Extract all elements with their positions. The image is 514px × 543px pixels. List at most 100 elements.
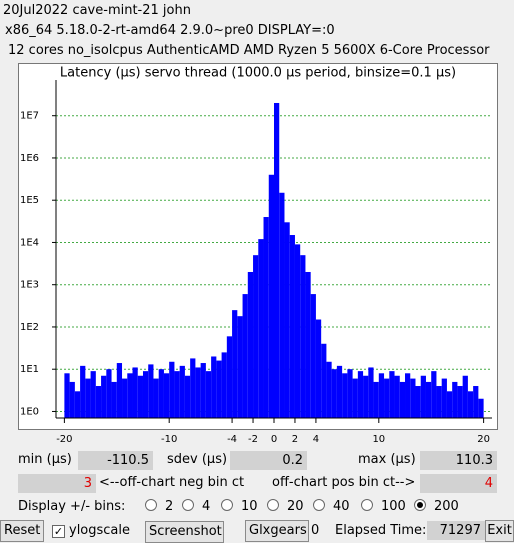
histogram-bar <box>431 371 437 418</box>
header-line: 12 cores no_isolcpus AuthenticAMD AMD Ry… <box>8 43 490 58</box>
histogram-bar <box>441 378 447 418</box>
y-tick-label: 1E5 <box>20 195 39 206</box>
glxgears-button[interactable]: Glxgears <box>245 520 309 542</box>
histogram-bar <box>116 363 123 418</box>
y-tick-label: 1E3 <box>20 280 39 291</box>
histogram-bar <box>137 375 143 418</box>
histogram-bar <box>184 375 191 418</box>
x-tick-label: 20 <box>477 434 490 445</box>
radio-label: 4 <box>202 499 211 514</box>
x-tick-label: 10 <box>372 434 385 445</box>
histogram-bar <box>274 102 280 418</box>
histogram-bar <box>336 365 343 418</box>
histogram-bar <box>163 373 170 418</box>
histogram-bar <box>242 294 248 418</box>
y-tick-label: 1E0 <box>20 406 39 417</box>
histogram-bar <box>158 369 164 418</box>
histogram-bar <box>258 239 264 418</box>
label: Elapsed Time: <box>335 523 427 538</box>
histogram-bar <box>415 386 421 418</box>
y-tick-label: 1E2 <box>20 322 39 333</box>
histogram-bar <box>405 373 411 418</box>
histogram-bar <box>357 371 364 418</box>
radio-circle[interactable] <box>221 499 233 511</box>
histogram-bar <box>69 381 75 418</box>
histogram-bar <box>237 316 243 418</box>
x-tick-label: -4 <box>227 434 237 445</box>
histogram-bar <box>315 319 322 418</box>
bins-radio[interactable]: 100 <box>361 498 406 516</box>
histogram-bar <box>253 255 259 418</box>
bins-radio[interactable]: 20 <box>267 498 304 516</box>
radio-circle[interactable] <box>267 499 279 511</box>
x-tick-label: -2 <box>248 434 258 445</box>
radio-circle[interactable] <box>313 499 325 511</box>
histogram-bar <box>420 375 426 418</box>
histogram-bar <box>473 386 479 418</box>
max-field: 110.3 <box>420 451 497 470</box>
histogram-bar <box>457 386 463 418</box>
histogram-bar <box>410 378 416 418</box>
histogram-bar <box>305 271 311 418</box>
histogram-bar <box>132 367 138 418</box>
radio-circle[interactable] <box>182 499 194 511</box>
histogram-bar <box>399 381 406 418</box>
histogram-bar <box>394 375 400 418</box>
histogram-bar <box>452 381 458 418</box>
screenshot-button[interactable]: Screenshot <box>145 521 224 543</box>
histogram-bar <box>221 352 227 418</box>
bins-radio[interactable]: 200 <box>414 498 459 516</box>
label: <--off-chart neg bin ct <box>99 475 245 490</box>
y-tick-label: 1E4 <box>20 237 39 248</box>
radio-circle[interactable] <box>145 499 157 511</box>
histogram-bar <box>127 373 133 418</box>
x-tick-label: -20 <box>56 434 72 445</box>
histogram-bar <box>446 391 453 418</box>
histogram-bar <box>478 398 484 418</box>
radio-circle[interactable] <box>361 499 373 511</box>
reset-button[interactable]: Reset <box>0 520 44 542</box>
histogram-bar <box>153 378 159 418</box>
histogram-bar <box>363 375 369 418</box>
histogram-bar <box>216 360 222 418</box>
histogram-bar <box>321 343 327 418</box>
ylogscale-checkbox[interactable]: ✓ ylogscale <box>52 522 130 540</box>
histogram-bar <box>284 222 290 418</box>
x-tick-label: 2 <box>292 434 298 445</box>
histogram-bar <box>111 381 117 418</box>
histogram-bar <box>300 255 306 418</box>
bins-radio[interactable]: 10 <box>221 498 258 516</box>
checkbox-label: ylogscale <box>69 523 131 538</box>
chart-title: Latency (µs) servo thread (1000.0 µs per… <box>60 66 456 81</box>
histogram-bar <box>211 356 217 418</box>
label: max (µs) <box>358 452 416 467</box>
histogram-bar <box>80 365 86 418</box>
label: off-chart pos bin ct--> <box>272 475 416 490</box>
histogram-bar <box>436 386 442 418</box>
radio-label: 10 <box>241 499 258 514</box>
histogram-bar <box>179 365 185 418</box>
histogram-bar <box>226 336 233 418</box>
histogram-bar <box>174 371 180 418</box>
histogram-bar <box>205 371 212 418</box>
elapsed-field: 71297 <box>427 521 485 540</box>
bins-radio[interactable]: 40 <box>313 498 350 516</box>
radio-label: 100 <box>381 499 406 514</box>
histogram-bar <box>169 361 175 418</box>
histogram-bar <box>373 381 379 418</box>
bins-radio[interactable]: 2 <box>145 498 173 516</box>
histogram-bar <box>90 371 96 418</box>
checkbox-box[interactable]: ✓ <box>52 525 65 538</box>
histogram-bar <box>331 369 337 418</box>
exit-button[interactable]: Exit <box>485 520 514 542</box>
radio-label: 200 <box>434 499 459 514</box>
label: Display +/- bins: <box>18 499 126 514</box>
histogram-bar <box>462 375 468 418</box>
histogram-bar <box>279 192 285 418</box>
bins-radio[interactable]: 4 <box>182 498 210 516</box>
header-line: x86_64 5.18.0-2-rt-amd64 2.9.0~pre0 DISP… <box>5 23 335 38</box>
radio-circle[interactable] <box>414 499 426 511</box>
label: min (µs) <box>18 452 72 467</box>
histogram-bar <box>142 371 149 418</box>
